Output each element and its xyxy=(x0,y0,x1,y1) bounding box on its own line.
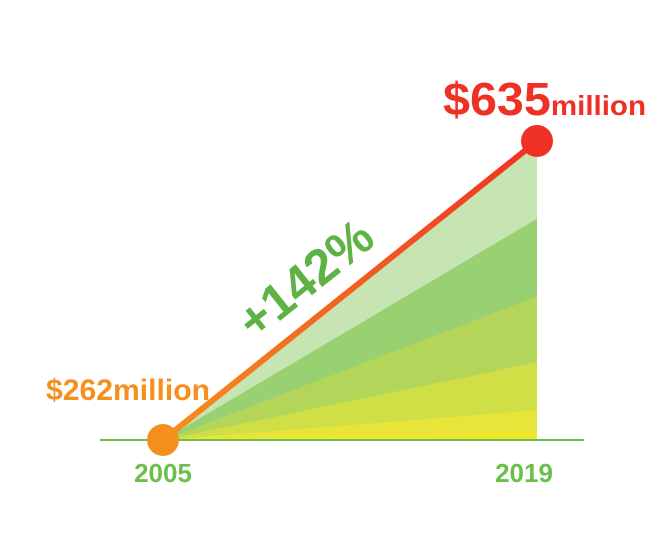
area-band-4 xyxy=(163,410,537,440)
end-value-amount: $635 xyxy=(443,73,551,125)
area-band-5 xyxy=(163,431,537,440)
data-point-2019 xyxy=(521,125,553,157)
end-value-unit: million xyxy=(551,90,646,121)
start-value-amount: $262 xyxy=(46,374,113,407)
x-tick-label-2019: 2019 xyxy=(495,458,553,488)
start-value-unit: million xyxy=(113,374,210,407)
x-tick-label-2005: 2005 xyxy=(134,458,192,488)
growth-line xyxy=(160,138,540,443)
end-value-label: $635 million xyxy=(443,73,646,125)
start-value-label: $262million xyxy=(46,374,210,407)
data-point-2005 xyxy=(147,424,179,456)
